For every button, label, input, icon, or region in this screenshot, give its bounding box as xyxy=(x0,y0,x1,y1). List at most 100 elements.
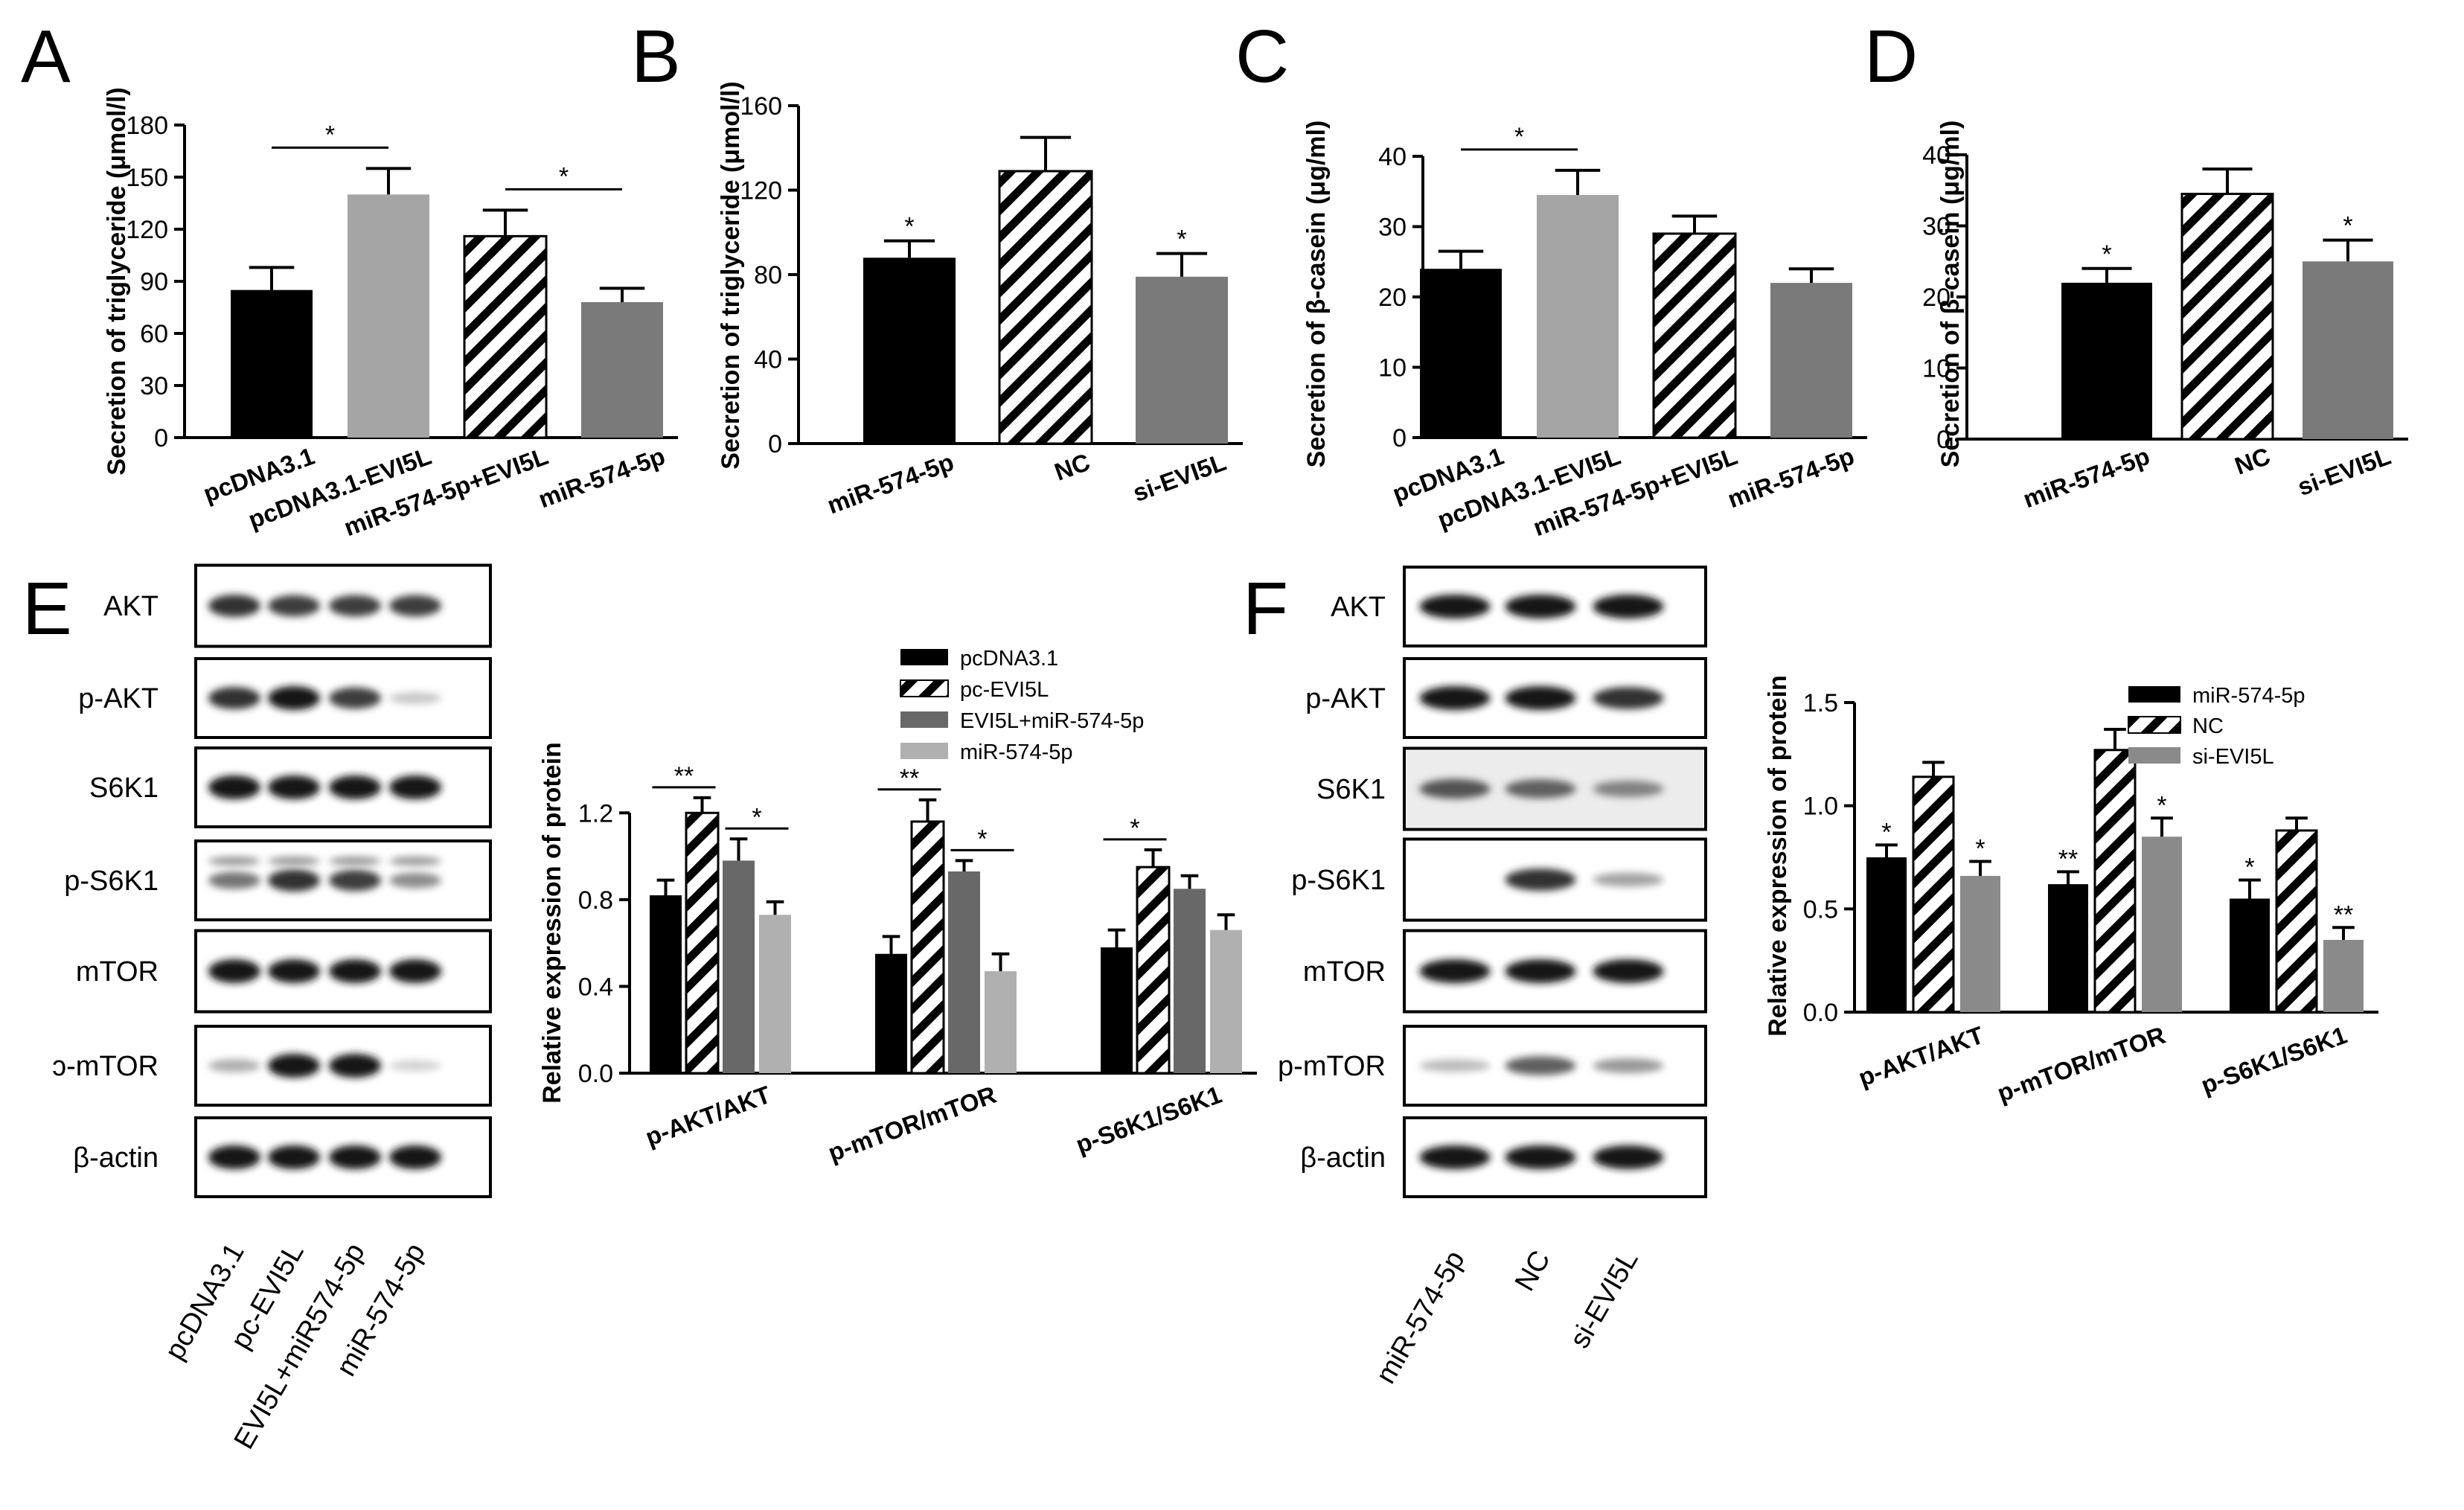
protein-band xyxy=(1593,595,1664,618)
legend-label: EVI5L+miR-574-5p xyxy=(960,709,1144,733)
y-axis-label: Secretion of triglyceride (μmol/l) xyxy=(103,87,131,475)
y-tick-label: 0.5 xyxy=(1803,895,1838,924)
x-category-label: si-EVI5L xyxy=(1129,448,1229,507)
protein-band xyxy=(329,869,381,892)
protein-band xyxy=(208,1059,260,1072)
blot-row-label: S6K1 xyxy=(89,772,159,804)
bar xyxy=(1420,269,1502,438)
protein-band xyxy=(1593,959,1664,983)
bar xyxy=(2230,898,2270,1012)
significance-label: * xyxy=(325,121,335,149)
x-category-label: si-EVI5L xyxy=(2294,442,2394,501)
blot-lane-label: NC xyxy=(1509,1246,1557,1297)
y-tick-label: 180 xyxy=(126,112,168,140)
legend: miR-574-5p NC si-EVI5L xyxy=(2128,684,2305,769)
x-category-label: p-mTOR/mTOR xyxy=(825,1081,1000,1167)
blot-row-label: β-actin xyxy=(73,1142,159,1174)
protein-band xyxy=(389,775,441,799)
panel-letter: D xyxy=(1864,15,1918,98)
significance-label: ** xyxy=(2058,845,2078,873)
significance-label: * xyxy=(904,213,914,241)
significance-label: * xyxy=(1975,835,1985,863)
protein-band xyxy=(208,595,260,617)
y-tick-label: 90 xyxy=(140,268,168,296)
x-category-label: miR-574-5p xyxy=(824,448,958,519)
blot-row-label: p-AKT xyxy=(78,683,159,714)
protein-band xyxy=(389,1060,441,1072)
significance-label: * xyxy=(1130,814,1139,842)
blot-lane-label: si-EVI5L xyxy=(1564,1246,1645,1354)
y-tick-label: 1.2 xyxy=(578,799,613,828)
significance-label: * xyxy=(559,162,569,191)
legend: pcDNA3.1 pc-EVI5L EVI5L+miR-574-5p miR-574-… xyxy=(900,647,1144,764)
x-category-label: NC xyxy=(1051,448,1093,486)
x-category-label: NC xyxy=(2231,442,2273,480)
protein-band xyxy=(1593,1145,1664,1169)
y-tick-label: 30 xyxy=(140,372,168,400)
bar xyxy=(985,971,1017,1073)
legend-swatch xyxy=(900,743,948,759)
protein-band xyxy=(1593,872,1664,887)
legend-swatch xyxy=(2128,747,2180,764)
legend-swatch xyxy=(2128,686,2180,703)
bar xyxy=(685,811,720,1075)
bar xyxy=(348,194,429,438)
significance-label: * xyxy=(1177,225,1186,254)
y-tick-label: 10 xyxy=(1378,354,1407,383)
blot-row-label: ɔ-mTOR xyxy=(52,1051,159,1082)
legend-label: miR-574-5p xyxy=(2192,684,2305,708)
y-tick-label: 20 xyxy=(1922,284,1951,312)
protein-band xyxy=(1593,780,1664,798)
y-tick-label: 150 xyxy=(126,164,168,192)
protein-band xyxy=(329,595,381,617)
protein-band xyxy=(268,595,320,617)
y-tick-label: 0 xyxy=(154,424,168,452)
bar xyxy=(1652,232,1737,439)
bar xyxy=(1912,775,1955,1014)
blot-row-label: S6K1 xyxy=(1316,774,1386,805)
y-tick-label: 40 xyxy=(1378,143,1407,171)
bar xyxy=(1960,875,2000,1012)
y-tick-label: 10 xyxy=(1922,355,1951,383)
blot-row-label: AKT xyxy=(1331,592,1386,623)
bar xyxy=(2275,829,2318,1014)
blot-row-label: β-actin xyxy=(1300,1142,1386,1174)
significance-label: * xyxy=(1514,123,1524,151)
significance-label: ** xyxy=(674,762,694,790)
bar xyxy=(948,871,980,1073)
bar xyxy=(1101,947,1133,1073)
protein-band xyxy=(1419,959,1491,983)
protein-band xyxy=(268,959,320,983)
bar xyxy=(2180,193,2274,441)
protein-band xyxy=(389,692,441,704)
protein-band xyxy=(389,872,441,889)
y-tick-label: 120 xyxy=(740,177,782,205)
protein-band xyxy=(1419,1145,1491,1169)
panel-letter: E xyxy=(22,567,72,650)
protein-band xyxy=(1505,779,1576,799)
x-category-label: miR-574-5p xyxy=(2020,442,2154,514)
protein-band xyxy=(208,871,260,889)
x-category-label: p-S6K1/S6K1 xyxy=(2198,1021,2351,1099)
panel-letter: C xyxy=(1235,15,1289,98)
y-tick-label: 0 xyxy=(1936,426,1951,454)
panel-letter: F xyxy=(1243,567,1288,650)
bar xyxy=(1866,857,1907,1012)
y-tick-label: 1.0 xyxy=(1803,793,1838,821)
protein-band xyxy=(268,686,320,710)
protein-band xyxy=(1505,1056,1576,1075)
bar xyxy=(231,289,313,438)
y-tick-label: 0.8 xyxy=(578,886,613,915)
blots-layer: E AKT p-AKT S6K1 p-S6K1 mTOR ɔ-mTOR β-actin pcDN… xyxy=(22,563,1707,1454)
blot-row-label: p-AKT xyxy=(1305,683,1386,714)
blot-row-label: p-S6K1 xyxy=(64,866,159,897)
bar xyxy=(863,257,956,444)
protein-band xyxy=(1419,686,1491,710)
significance-label: ** xyxy=(2334,900,2353,929)
significance-label: * xyxy=(1881,818,1891,846)
y-tick-label: 30 xyxy=(1922,213,1951,241)
x-category-label: miR-574-5p xyxy=(535,442,669,514)
bar xyxy=(650,895,682,1073)
bar xyxy=(759,915,791,1073)
